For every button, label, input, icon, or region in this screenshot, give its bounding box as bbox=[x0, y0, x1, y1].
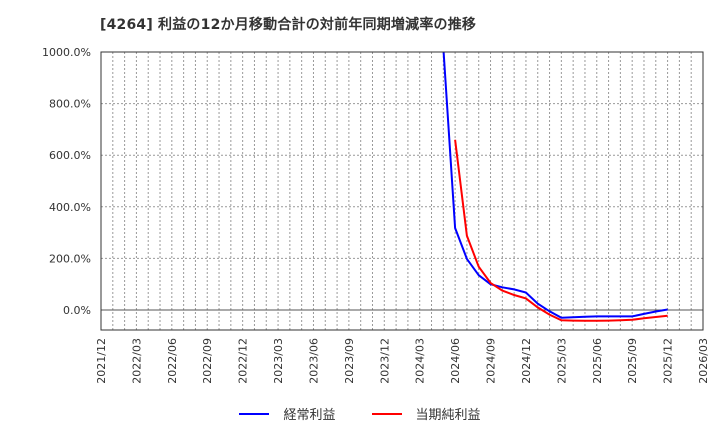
x-tick-label: 2023/03 bbox=[272, 338, 285, 384]
line-chart: 0.0% 200.0% 400.0% 600.0% 800.0% 1000.0% 2021… bbox=[42, 46, 710, 384]
x-tick-label: 2023/06 bbox=[307, 338, 320, 384]
y-tick-label: 800.0% bbox=[49, 98, 91, 111]
x-tick-label: 2026/03 bbox=[697, 338, 710, 384]
x-tick-label: 2022/06 bbox=[166, 338, 179, 384]
legend-label: 当期純利益 bbox=[415, 408, 481, 423]
legend-item-keijo: 経常利益 bbox=[239, 404, 336, 423]
x-tick-label: 2021/12 bbox=[95, 338, 108, 384]
y-tick-label: 200.0% bbox=[49, 252, 91, 265]
x-tick-label: 2023/09 bbox=[343, 338, 356, 384]
legend-item-net: 当期純利益 bbox=[371, 404, 481, 423]
y-tick-label: 1000.0% bbox=[42, 46, 91, 59]
legend-swatch-red bbox=[371, 412, 402, 415]
x-tick-label: 2022/03 bbox=[130, 338, 143, 384]
plot-frame bbox=[100, 51, 704, 331]
chart-title: [4264] 利益の12か月移動合計の対前年同期増減率の推移 bbox=[100, 17, 477, 33]
legend-label: 経常利益 bbox=[283, 408, 336, 423]
x-tick-label: 2023/12 bbox=[378, 338, 391, 384]
series-line bbox=[442, 52, 668, 319]
x-tick-label: 2024/12 bbox=[520, 338, 533, 384]
legend-swatch-blue bbox=[239, 412, 270, 415]
x-tick-label: 2024/03 bbox=[414, 338, 427, 384]
x-tick-label: 2025/09 bbox=[626, 338, 639, 384]
grid-lines bbox=[101, 52, 703, 330]
x-tick-label: 2024/09 bbox=[485, 338, 498, 384]
x-tick-label: 2022/12 bbox=[237, 338, 250, 384]
legend: 経常利益 当期純利益 bbox=[0, 404, 720, 423]
x-axis: 2021/12 2022/03 2022/06 2022/09 2022/12 2023/… bbox=[95, 338, 710, 384]
y-tick-label: 600.0% bbox=[49, 149, 91, 162]
series-line bbox=[454, 139, 668, 322]
y-axis: 0.0% 200.0% 400.0% 600.0% 800.0% 1000.0% bbox=[42, 46, 91, 317]
x-tick-label: 2025/06 bbox=[591, 338, 604, 384]
x-tick-label: 2025/03 bbox=[555, 338, 568, 384]
data-series bbox=[442, 52, 668, 322]
y-tick-label: 0.0% bbox=[63, 304, 91, 317]
x-tick-label: 2024/06 bbox=[449, 338, 462, 384]
x-tick-label: 2025/12 bbox=[662, 338, 675, 384]
x-tick-label: 2022/09 bbox=[201, 338, 214, 384]
y-tick-label: 400.0% bbox=[49, 201, 91, 214]
